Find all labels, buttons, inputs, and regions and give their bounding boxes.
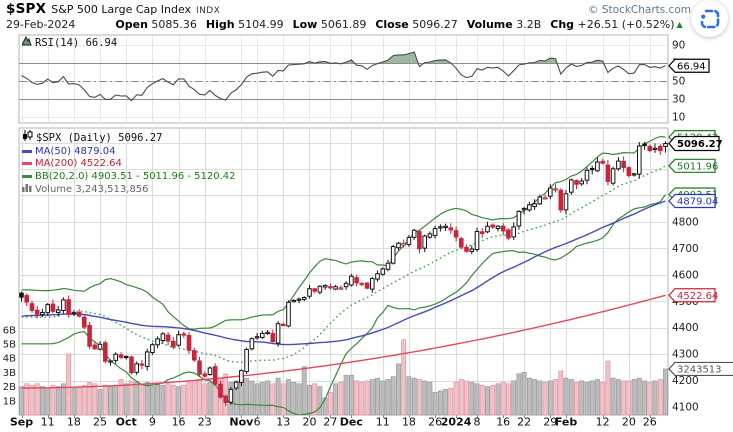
volume-bars bbox=[19, 339, 668, 416]
candlesticks bbox=[19, 141, 668, 406]
svg-text:27: 27 bbox=[323, 416, 337, 429]
legend-volume: Volume 3,243,513,856 bbox=[22, 183, 236, 196]
quote-chg: Chg +26.51 (+0.52%) ▲ bbox=[550, 18, 683, 31]
svg-text:50: 50 bbox=[672, 76, 685, 88]
svg-text:29: 29 bbox=[543, 416, 557, 429]
svg-text:26: 26 bbox=[428, 416, 442, 429]
rsi-plot bbox=[21, 51, 666, 102]
svg-text:13: 13 bbox=[276, 416, 290, 429]
chg-up-triangle-icon: ▲ bbox=[676, 20, 683, 29]
ma200-line-swatch bbox=[22, 162, 32, 166]
legend-ma50: MA(50) 4879.04 bbox=[22, 146, 236, 158]
symbol: $SPX bbox=[6, 1, 47, 17]
svg-text:4B: 4B bbox=[3, 354, 16, 365]
svg-text:3243513: 3243513 bbox=[677, 364, 722, 375]
svg-text:4600: 4600 bbox=[672, 269, 699, 281]
svg-text:16: 16 bbox=[172, 416, 186, 429]
rsi-label: RSI(14) 66.94 bbox=[21, 35, 117, 49]
svg-text:20: 20 bbox=[622, 416, 636, 429]
candlestick-icon bbox=[22, 130, 33, 145]
svg-text:22: 22 bbox=[517, 416, 531, 429]
svg-text:10: 10 bbox=[672, 112, 685, 124]
svg-text:5096.27: 5096.27 bbox=[677, 139, 723, 150]
svg-text:2B: 2B bbox=[3, 382, 16, 393]
svg-text:11: 11 bbox=[376, 416, 390, 429]
chart-header: $SPX S&P 500 Large Cap Index INDX © Stoc… bbox=[6, 1, 733, 33]
ma200-line bbox=[21, 294, 666, 389]
svg-text:18: 18 bbox=[402, 416, 416, 429]
bb-mid-line bbox=[21, 165, 666, 364]
quote-row: Open 5085.36 High 5104.99 Low 5061.89 Close… bbox=[115, 18, 691, 31]
legend-symbol-row: $SPX (Daily) 5096.27 bbox=[22, 130, 236, 145]
bb-line-swatch bbox=[22, 174, 32, 178]
svg-text:4200: 4200 bbox=[672, 375, 699, 387]
rsi-overbought-fill bbox=[21, 52, 666, 63]
bb-lower-line bbox=[21, 194, 666, 415]
svg-text:4100: 4100 bbox=[672, 402, 699, 414]
svg-text:8: 8 bbox=[474, 416, 481, 429]
quote-close: Close 5096.27 bbox=[375, 18, 458, 31]
quote-volume: Volume 3.2B bbox=[466, 18, 542, 31]
svg-text:Oct: Oct bbox=[116, 416, 137, 429]
axis-callouts: 66.945120.425096.275011.964903.514879.04… bbox=[668, 58, 733, 377]
svg-text:5011.96: 5011.96 bbox=[677, 161, 718, 172]
svg-text:Feb: Feb bbox=[555, 416, 578, 429]
svg-text:4300: 4300 bbox=[672, 349, 699, 361]
exchange: INDX bbox=[196, 6, 221, 16]
ma50-line-swatch bbox=[22, 149, 32, 153]
svg-text:Sep: Sep bbox=[10, 416, 33, 429]
rsi-line bbox=[21, 51, 666, 102]
svg-text:90: 90 bbox=[672, 40, 685, 52]
svg-text:6: 6 bbox=[254, 416, 261, 429]
index-name: S&P 500 Large Cap Index bbox=[51, 3, 192, 16]
header-line-1: $SPX S&P 500 Large Cap Index INDX © Stoc… bbox=[6, 1, 733, 17]
svg-text:6B: 6B bbox=[3, 325, 16, 336]
scan-region-icon bbox=[700, 9, 719, 28]
quote-low: Low 5061.89 bbox=[292, 18, 367, 31]
svg-text:4879.04: 4879.04 bbox=[677, 196, 718, 207]
svg-text:12: 12 bbox=[596, 416, 610, 429]
copyright: © StockCharts.com bbox=[588, 4, 691, 16]
svg-text:3B: 3B bbox=[3, 368, 16, 379]
svg-text:2024: 2024 bbox=[441, 416, 472, 429]
svg-text:Dec: Dec bbox=[340, 416, 363, 429]
panels bbox=[18, 34, 669, 416]
svg-text:4400: 4400 bbox=[672, 322, 699, 334]
legend-ma200: MA(200) 4522.64 bbox=[22, 158, 236, 170]
svg-text:9: 9 bbox=[149, 416, 156, 429]
quote-open: Open 5085.36 bbox=[115, 18, 197, 31]
svg-text:16: 16 bbox=[496, 416, 510, 429]
svg-text:25: 25 bbox=[93, 416, 107, 429]
volume-bars-icon bbox=[22, 183, 32, 196]
svg-text:1B: 1B bbox=[3, 396, 16, 407]
svg-text:4522.64: 4522.64 bbox=[677, 291, 718, 302]
svg-text:11: 11 bbox=[41, 416, 55, 429]
svg-text:26: 26 bbox=[643, 416, 657, 429]
screenshot-tool-button[interactable] bbox=[691, 0, 728, 37]
svg-text:Nov: Nov bbox=[229, 416, 254, 429]
svg-text:20: 20 bbox=[302, 416, 316, 429]
svg-text:5B: 5B bbox=[3, 340, 16, 351]
svg-text:30: 30 bbox=[672, 94, 685, 106]
rsi-area-icon bbox=[21, 35, 32, 49]
legend-bb: BB(20,2.0) 4903.51 - 5011.96 - 5120.42 bbox=[22, 171, 236, 183]
ma50-line bbox=[21, 200, 666, 346]
axis-labels: 6B5B4B3B2B1B4800470046004500440043004200… bbox=[3, 40, 699, 429]
bb-upper-line bbox=[21, 135, 666, 330]
svg-text:4700: 4700 bbox=[672, 243, 699, 255]
quote-high: High 5104.99 bbox=[205, 18, 284, 31]
chart-date: 29-Feb-2024 bbox=[6, 18, 76, 31]
svg-text:18: 18 bbox=[67, 416, 81, 429]
svg-text:66.94: 66.94 bbox=[677, 61, 706, 72]
header-line-2: 29-Feb-2024 Open 5085.36 High 5104.99 Low … bbox=[6, 18, 733, 33]
main-legend: $SPX (Daily) 5096.27 MA(50) 4879.04 MA(2… bbox=[22, 130, 236, 196]
svg-text:4800: 4800 bbox=[672, 216, 699, 228]
svg-text:23: 23 bbox=[198, 416, 212, 429]
overlay-lines bbox=[21, 135, 666, 415]
